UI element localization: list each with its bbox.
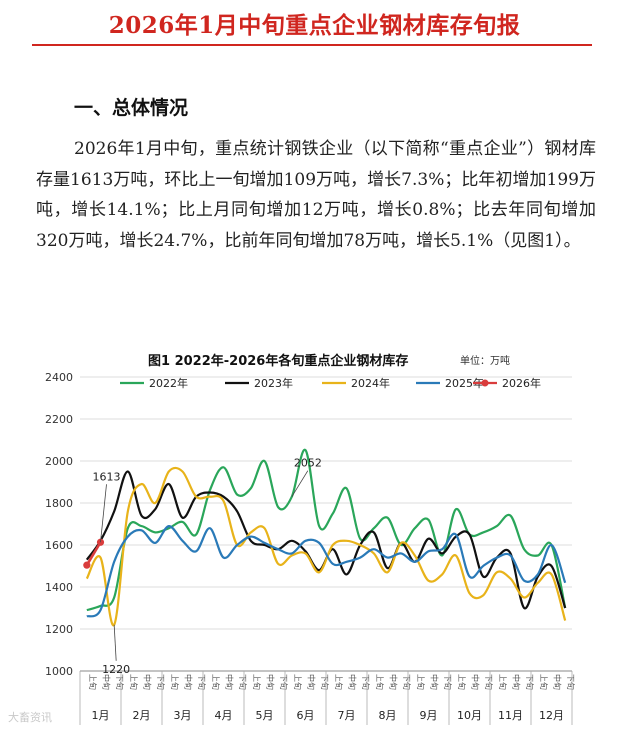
x-month-label: 9月 bbox=[420, 709, 438, 722]
y-tick-label: 1600 bbox=[45, 539, 73, 552]
x-period-label: 下旬 bbox=[320, 674, 330, 690]
x-period-label: 下旬 bbox=[361, 674, 371, 690]
y-tick-label: 1400 bbox=[45, 581, 73, 594]
x-month-label: 1月 bbox=[92, 709, 110, 722]
x-period-label: 下旬 bbox=[238, 674, 248, 690]
x-month-label: 10月 bbox=[457, 709, 482, 722]
x-period-label: 中旬 bbox=[307, 674, 317, 690]
x-month-label: 11月 bbox=[498, 709, 523, 722]
x-period-label: 下旬 bbox=[566, 674, 576, 690]
x-period-label: 中旬 bbox=[266, 674, 276, 690]
x-period-label: 下旬 bbox=[484, 674, 494, 690]
x-period-label: 中旬 bbox=[102, 674, 112, 690]
annotation-label: 2052 bbox=[294, 457, 322, 470]
x-month-label: 6月 bbox=[297, 709, 315, 722]
x-period-label: 中旬 bbox=[184, 674, 194, 690]
legend-marker bbox=[481, 379, 489, 387]
point-2026 bbox=[83, 561, 91, 569]
legend-label: 2026年 bbox=[502, 376, 541, 390]
y-tick-label: 2400 bbox=[45, 371, 73, 384]
x-period-label: 上旬 bbox=[293, 674, 303, 690]
series-line-2026 bbox=[85, 541, 102, 566]
legend-label: 2023年 bbox=[254, 376, 293, 390]
x-period-label: 中旬 bbox=[225, 674, 235, 690]
title-rule bbox=[32, 44, 592, 46]
x-period-label: 中旬 bbox=[553, 674, 563, 690]
chart: 图1 2022年-2026年各旬重点企业钢材库存 单位：万吨 1000 1200 1… bbox=[0, 340, 629, 735]
x-period-label: 上旬 bbox=[129, 674, 139, 690]
legend-label: 2024年 bbox=[351, 376, 390, 390]
x-period-label: 中旬 bbox=[512, 674, 522, 690]
y-tick-label: 2000 bbox=[45, 455, 73, 468]
x-period-label: 下旬 bbox=[115, 674, 125, 690]
legend-label: 2022年 bbox=[149, 376, 188, 390]
x-period-label: 下旬 bbox=[156, 674, 166, 690]
series-line-2025 bbox=[86, 525, 567, 618]
y-tick-label: 1800 bbox=[45, 497, 73, 510]
x-month-label: 7月 bbox=[338, 709, 356, 722]
y-tick-label: 1000 bbox=[45, 665, 73, 678]
x-period-label: 中旬 bbox=[143, 674, 153, 690]
y-tick-label: 2200 bbox=[45, 413, 73, 426]
x-period-label: 上旬 bbox=[170, 674, 180, 690]
x-period-label: 上旬 bbox=[211, 674, 221, 690]
x-month-label: 4月 bbox=[215, 709, 233, 722]
x-period-label: 中旬 bbox=[430, 674, 440, 690]
x-period-label: 上旬 bbox=[457, 674, 467, 690]
chart-unit: 单位：万吨 bbox=[460, 356, 510, 367]
x-period-label: 上旬 bbox=[539, 674, 549, 690]
x-period-label: 下旬 bbox=[402, 674, 412, 690]
x-period-label: 上旬 bbox=[252, 674, 262, 690]
series-line-2024 bbox=[85, 466, 567, 627]
legend-label: 2025年 bbox=[445, 376, 484, 390]
summary-paragraph: 2026年1月中旬，重点统计钢铁企业（以下简称“重点企业”）钢材库存量1613万… bbox=[36, 139, 596, 251]
x-month-label: 12月 bbox=[539, 709, 564, 722]
annotation-leader bbox=[291, 470, 309, 497]
annotation-leader bbox=[100, 484, 107, 543]
x-month-label: 3月 bbox=[174, 709, 192, 722]
x-month-label: 5月 bbox=[256, 709, 274, 722]
annotation-leader bbox=[113, 624, 117, 661]
section-heading: 一、总体情况 bbox=[74, 97, 189, 119]
x-period-label: 下旬 bbox=[279, 674, 289, 690]
x-period-label: 下旬 bbox=[197, 674, 207, 690]
chart-title: 图1 2022年-2026年各旬重点企业钢材库存 bbox=[148, 354, 409, 369]
x-month-label: 8月 bbox=[379, 709, 397, 722]
annotation-label: 1613 bbox=[93, 470, 121, 483]
x-month-label: 2月 bbox=[133, 709, 151, 722]
y-tick-label: 1200 bbox=[45, 623, 73, 636]
x-period-label: 上旬 bbox=[416, 674, 426, 690]
x-period-label: 中旬 bbox=[471, 674, 481, 690]
series-line-2022 bbox=[86, 448, 567, 612]
x-period-label: 上旬 bbox=[498, 674, 508, 690]
x-period-label: 上旬 bbox=[375, 674, 385, 690]
point-2026 bbox=[96, 538, 105, 546]
document-title: 2026年1月中旬重点企业钢材库存旬报 bbox=[108, 12, 521, 39]
x-period-label: 中旬 bbox=[389, 674, 399, 690]
x-period-label: 上旬 bbox=[88, 674, 98, 690]
annotation-label: 1220 bbox=[102, 663, 130, 676]
x-period-label: 下旬 bbox=[525, 674, 535, 690]
x-period-label: 下旬 bbox=[443, 674, 453, 690]
x-period-label: 上旬 bbox=[334, 674, 344, 690]
watermark: 大畜资讯 bbox=[8, 711, 52, 724]
x-period-label: 中旬 bbox=[348, 674, 358, 690]
